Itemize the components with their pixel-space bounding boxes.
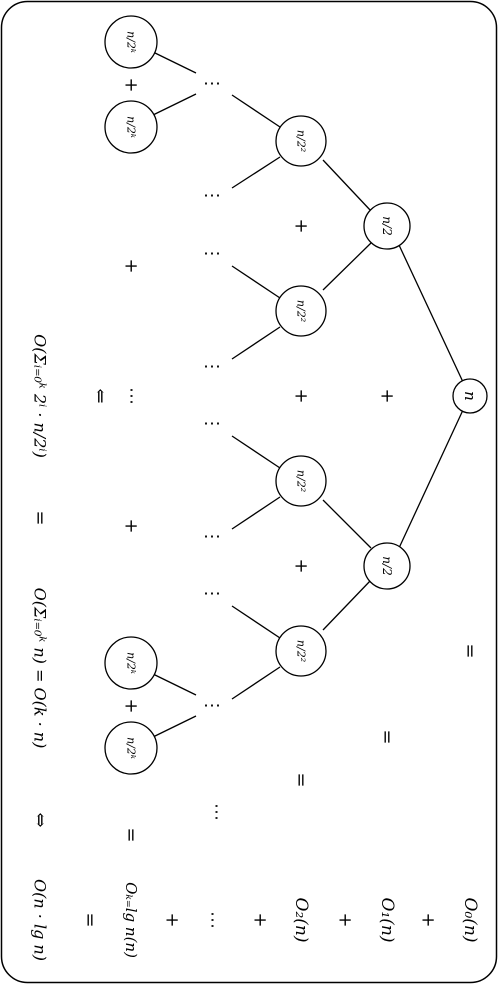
node-leaf-top-a-label: n/2ᵏ xyxy=(125,31,138,53)
plus-level2-c: + xyxy=(291,558,312,573)
dots-3: ⋯ xyxy=(203,244,221,265)
node-level2-a-label: n/2² xyxy=(295,130,308,152)
iff-symbol: ⇔ xyxy=(30,812,51,827)
edge-root-to-left xyxy=(398,244,464,383)
node-leaf-top-b-label: n/2ᵏ xyxy=(125,116,138,138)
edge-leaf-top-b xyxy=(152,93,197,116)
dots-1: ⋯ xyxy=(203,74,221,95)
plus-leaf-mid-a: + xyxy=(121,258,142,273)
node-leaf-top-a xyxy=(104,15,158,69)
dots-6: ⋯ xyxy=(203,527,221,548)
node-level2-b xyxy=(275,285,327,337)
level-cost-2: O₂(n) xyxy=(291,898,311,943)
edge-l1b-to-l2d xyxy=(322,579,372,631)
plus-level2-a: + xyxy=(291,218,312,233)
plus-leaf-top: + xyxy=(121,77,142,92)
equals-level0: = xyxy=(460,643,481,658)
tree-edges xyxy=(152,51,464,738)
node-labels: n n/2 n/2 n/2² n/2² n/2² n/2² n/2ᵏ n/2ᵏ … xyxy=(125,31,480,759)
tree-ellipses: ⋯ ⋯ ⋯ ⋯ ⋯ ⋯ ⋯ ⋯ ⋯ ⋯ xyxy=(121,74,227,822)
dots-7: ⋯ xyxy=(203,584,221,605)
edge-leaf-bottom-a xyxy=(152,673,197,696)
edge-root-to-right xyxy=(398,409,464,549)
level-cost-k: Oₖ₌lg n(n) xyxy=(122,882,140,958)
derivation: O(Σᵢ₌₀ᵏ 2ⁱ · n/2ⁱ) ⇐ = O(Σᵢ₌₀ᵏ n) = O(k … xyxy=(30,334,111,961)
plus-cost-k: + xyxy=(162,912,183,927)
edge-l1b-to-l2c xyxy=(322,499,372,549)
node-leaf-bottom-a xyxy=(104,636,158,690)
plus-level2-b: + xyxy=(291,388,312,403)
node-leaf-bottom-b-label: n/2ᵏ xyxy=(125,737,138,759)
edge-l2a-down xyxy=(231,156,281,189)
node-level1-b-label: n/2 xyxy=(380,556,394,575)
edge-leaf-top-a xyxy=(152,51,197,74)
node-level2-c xyxy=(275,455,327,507)
edge-l2b-down xyxy=(231,326,281,360)
node-level2-b-label: n/2² xyxy=(295,300,308,322)
equals-leaf: = xyxy=(121,827,142,842)
plus-leaf-mid-b: + xyxy=(121,518,142,533)
node-level1-a xyxy=(363,202,411,250)
dots-leaf-middle: ⋯ xyxy=(121,387,142,405)
node-level2-c-label: n/2² xyxy=(295,470,308,492)
node-root xyxy=(452,378,488,414)
dots-4: ⋯ xyxy=(203,357,221,378)
equals-level2: = xyxy=(291,772,312,787)
dots-5: ⋯ xyxy=(203,414,221,435)
equals-level1: = xyxy=(377,729,398,744)
node-leaf-top-b xyxy=(104,100,158,154)
plus-level1: + xyxy=(377,388,398,403)
arrow-implied-by: ⇐ xyxy=(90,388,111,403)
plus-cost-1: + xyxy=(335,912,356,927)
level-cost-0: O₀(n) xyxy=(460,898,480,943)
node-level2-d xyxy=(275,625,327,677)
dots-2: ⋯ xyxy=(203,186,221,207)
formula-sum-n: O(Σᵢ₌₀ᵏ n) = O(k · n) xyxy=(31,588,50,749)
node-leaf-bottom-a-label: n/2ᵏ xyxy=(125,652,138,674)
edge-l2a-up xyxy=(231,94,281,128)
node-level1-a-label: n/2 xyxy=(380,216,394,235)
formula-result: O(n · lg n) xyxy=(31,879,50,961)
plus-cost-2: + xyxy=(250,912,271,927)
formula-sum-weighted: O(Σᵢ₌₀ᵏ 2ⁱ · n/2ⁱ) xyxy=(31,334,50,458)
dots-8: ⋯ xyxy=(203,696,221,717)
tree-operators: + + + + + + + + = = = = xyxy=(121,77,481,842)
edge-l2d-up xyxy=(231,605,281,639)
edge-l2d-down xyxy=(231,666,281,700)
node-root-label: n xyxy=(461,391,479,401)
formula-equals: = xyxy=(30,510,51,525)
plus-cost-0: + xyxy=(418,912,439,927)
node-leaf-bottom-b xyxy=(104,721,158,775)
dots-vertical: ⋯ xyxy=(206,803,227,821)
equals-cost-sum: = xyxy=(80,912,101,927)
level-cost-1: O₁(n) xyxy=(377,898,397,943)
edge-l1a-to-l2b xyxy=(322,242,372,291)
edge-l2c-down xyxy=(231,496,281,530)
edge-l1a-to-l2a xyxy=(322,159,372,212)
dots-cost: ⋯ xyxy=(202,911,223,929)
plus-leaf-bottom: + xyxy=(121,698,142,713)
edge-leaf-bottom-b xyxy=(152,715,197,738)
node-level1-b xyxy=(363,542,411,590)
node-level2-d-label: n/2² xyxy=(295,640,308,662)
edge-l2c-up xyxy=(231,435,281,469)
node-level2-a xyxy=(275,115,327,167)
level-costs: O₀(n) + O₁(n) + O₂(n) + ⋯ + Oₖ₌lg n(n) = xyxy=(80,882,481,958)
tree-nodes xyxy=(104,15,488,775)
edge-l2b-up xyxy=(231,265,281,299)
